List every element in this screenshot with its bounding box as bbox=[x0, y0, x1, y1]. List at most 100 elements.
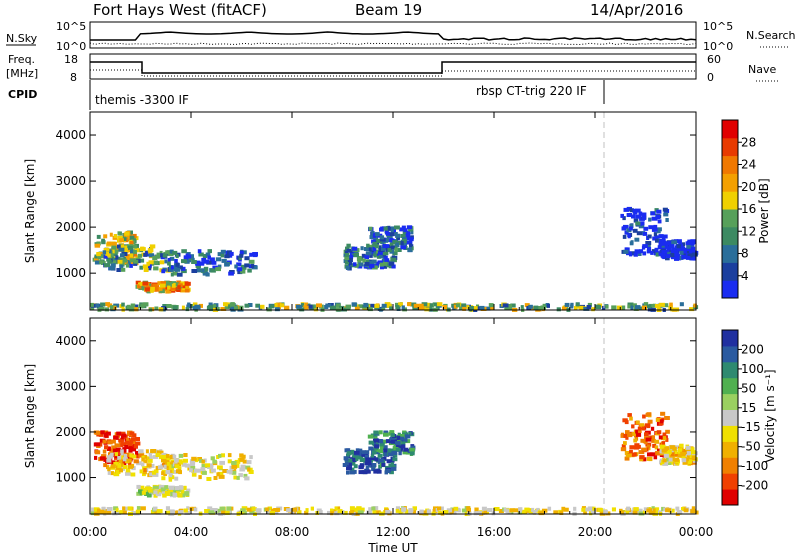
data-cell bbox=[360, 246, 364, 251]
colorbar-swatch bbox=[722, 377, 738, 395]
data-cell bbox=[276, 305, 281, 309]
data-cell bbox=[664, 416, 670, 420]
data-cell bbox=[129, 263, 133, 268]
data-cell bbox=[183, 453, 188, 457]
data-cell bbox=[346, 470, 349, 475]
data-cell bbox=[226, 469, 233, 474]
velocity-y-axis: 1000 2000 3000 4000 bbox=[55, 334, 696, 485]
colorbar-swatch bbox=[722, 361, 738, 379]
data-cell bbox=[163, 472, 167, 476]
data-cell bbox=[409, 237, 414, 242]
data-cell bbox=[181, 305, 185, 310]
velocity-y-axis-label: Slant Range [km] bbox=[23, 364, 37, 468]
data-cell bbox=[204, 463, 210, 468]
data-cell bbox=[379, 235, 385, 240]
data-cell bbox=[194, 260, 201, 265]
data-cell bbox=[579, 305, 584, 310]
data-cell bbox=[176, 469, 181, 474]
colorbar-tick-label: -15 bbox=[741, 420, 761, 434]
data-cell bbox=[633, 438, 638, 443]
data-cell bbox=[676, 244, 682, 249]
data-cell bbox=[96, 241, 101, 246]
data-cell bbox=[505, 509, 510, 514]
data-cell bbox=[111, 460, 115, 465]
data-cell bbox=[689, 246, 696, 251]
data-cell bbox=[385, 261, 390, 265]
x-tick-label: 00:00 bbox=[73, 525, 108, 539]
data-cell bbox=[115, 447, 121, 452]
data-cell bbox=[224, 254, 230, 259]
data-cell bbox=[653, 455, 658, 460]
data-cell bbox=[116, 431, 122, 436]
data-cell bbox=[658, 244, 663, 249]
x-tick-label: 16:00 bbox=[477, 525, 512, 539]
data-cell bbox=[240, 265, 247, 270]
colorbar-frame bbox=[721, 329, 739, 506]
data-cell bbox=[159, 283, 166, 288]
data-cell bbox=[129, 253, 134, 258]
data-cell bbox=[137, 284, 141, 289]
data-cell bbox=[191, 260, 197, 264]
data-cell bbox=[135, 509, 142, 514]
data-cell bbox=[102, 439, 107, 444]
data-cell bbox=[361, 450, 366, 455]
data-cell bbox=[367, 434, 374, 439]
data-cell bbox=[622, 234, 627, 239]
data-cell bbox=[687, 250, 694, 255]
data-cell bbox=[625, 453, 632, 458]
data-cell bbox=[117, 231, 121, 236]
data-cell bbox=[384, 470, 388, 475]
data-cell bbox=[334, 511, 340, 516]
data-cell bbox=[129, 235, 135, 240]
data-cell bbox=[377, 439, 384, 444]
data-cell bbox=[155, 492, 162, 497]
data-cell bbox=[446, 508, 453, 513]
data-cell bbox=[653, 232, 658, 237]
data-cell bbox=[395, 506, 400, 511]
data-cell bbox=[639, 423, 645, 428]
data-cell bbox=[611, 507, 616, 512]
data-cell bbox=[422, 510, 427, 515]
data-cell bbox=[405, 236, 411, 241]
cpid-label: CPID bbox=[8, 88, 37, 101]
data-cell bbox=[479, 305, 485, 310]
data-cell bbox=[683, 508, 689, 513]
data-cell bbox=[113, 258, 117, 262]
data-cell bbox=[144, 492, 149, 496]
data-cell bbox=[185, 281, 191, 286]
data-cell bbox=[143, 268, 149, 272]
data-cell bbox=[689, 454, 693, 459]
data-cell bbox=[635, 429, 639, 434]
data-cell bbox=[120, 453, 125, 457]
data-cell bbox=[409, 243, 412, 248]
data-cell bbox=[111, 245, 117, 250]
data-cell bbox=[390, 226, 396, 231]
data-cell bbox=[402, 239, 407, 243]
data-cell bbox=[522, 509, 527, 514]
y-tick-label: 4000 bbox=[55, 128, 86, 142]
data-cell bbox=[203, 259, 210, 264]
data-cell bbox=[111, 241, 117, 246]
data-cell bbox=[354, 306, 360, 311]
data-cell bbox=[227, 459, 232, 464]
data-cell bbox=[193, 507, 198, 512]
data-cell bbox=[304, 302, 309, 307]
data-cell bbox=[111, 439, 116, 444]
data-cell bbox=[91, 507, 95, 512]
data-cell bbox=[472, 306, 478, 311]
data-cell bbox=[161, 454, 166, 459]
data-cell bbox=[389, 306, 393, 311]
data-cell bbox=[611, 305, 617, 310]
data-cell bbox=[147, 283, 152, 288]
data-cell bbox=[647, 419, 653, 424]
data-cell bbox=[169, 473, 173, 478]
data-cell bbox=[337, 509, 343, 514]
data-cell bbox=[396, 236, 400, 241]
data-cell bbox=[686, 244, 691, 249]
data-cell bbox=[368, 263, 375, 268]
data-cell bbox=[642, 251, 647, 256]
data-cell bbox=[394, 247, 398, 252]
data-cell bbox=[236, 262, 242, 267]
data-cell bbox=[138, 485, 145, 490]
data-cell bbox=[622, 216, 626, 221]
